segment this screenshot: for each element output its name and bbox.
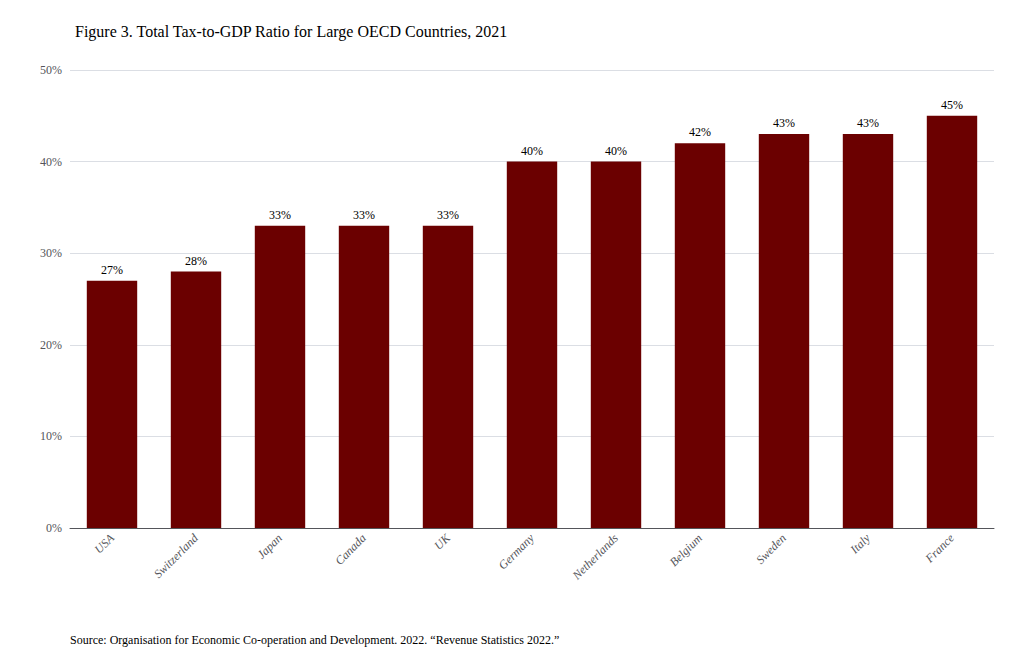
svg-text:Figure 3. Total Tax-to-GDP Rat: Figure 3. Total Tax-to-GDP Ratio for Lar… xyxy=(75,23,507,41)
svg-text:50%: 50% xyxy=(40,63,62,77)
svg-text:Source: Organisation for Econo: Source: Organisation for Economic Co-ope… xyxy=(70,633,559,647)
svg-text:40%: 40% xyxy=(521,144,543,158)
svg-text:42%: 42% xyxy=(689,125,711,139)
svg-text:40%: 40% xyxy=(605,144,627,158)
svg-text:UK: UK xyxy=(431,530,453,552)
svg-text:10%: 10% xyxy=(40,429,62,443)
svg-text:Italy: Italy xyxy=(847,531,874,558)
svg-text:43%: 43% xyxy=(857,116,879,130)
svg-text:0%: 0% xyxy=(46,521,62,535)
svg-text:43%: 43% xyxy=(773,116,795,130)
svg-text:Belgium: Belgium xyxy=(667,531,705,569)
svg-text:20%: 20% xyxy=(40,338,62,352)
svg-text:33%: 33% xyxy=(269,208,291,222)
svg-text:USA: USA xyxy=(92,531,118,557)
svg-text:France: France xyxy=(922,531,958,567)
svg-text:33%: 33% xyxy=(353,208,375,222)
svg-text:28%: 28% xyxy=(185,254,207,268)
svg-text:30%: 30% xyxy=(40,246,62,260)
svg-text:Netherlands: Netherlands xyxy=(569,531,621,583)
svg-text:Japan: Japan xyxy=(254,531,285,562)
svg-text:Switzerland: Switzerland xyxy=(151,530,202,581)
svg-text:Sweden: Sweden xyxy=(753,531,789,567)
svg-text:45%: 45% xyxy=(941,98,963,112)
svg-text:33%: 33% xyxy=(437,208,459,222)
svg-text:40%: 40% xyxy=(40,155,62,169)
svg-text:Germany: Germany xyxy=(496,531,538,573)
svg-text:27%: 27% xyxy=(101,263,123,277)
svg-text:Canada: Canada xyxy=(332,531,369,568)
